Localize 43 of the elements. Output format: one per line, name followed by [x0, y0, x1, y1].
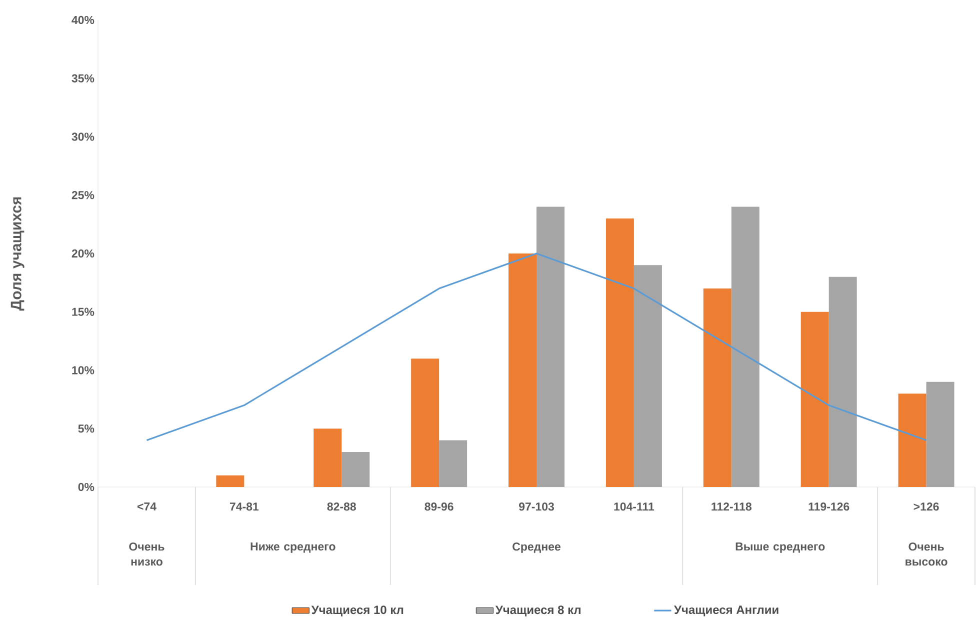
line-series: [146, 252, 928, 442]
x-tick-label: 104-111: [614, 502, 654, 511]
y-tick-label: 15%: [72, 308, 94, 316]
bar: [926, 382, 954, 487]
legend-label: Учащиеся Англии: [674, 606, 778, 616]
bar: [634, 265, 662, 487]
bar: [731, 206, 760, 487]
x-tick-label: 97-103: [518, 502, 554, 511]
text: Ниже среднего: [250, 542, 336, 553]
y-tick-label: 35%: [72, 74, 94, 82]
y-tick-label: 25%: [72, 191, 94, 200]
bar: [314, 428, 342, 487]
text: Среднее: [512, 542, 560, 553]
y-tick-label: 0%: [78, 482, 94, 492]
bar: [411, 358, 440, 487]
y-tick-label: 40%: [72, 16, 94, 24]
x-tick-label: >126: [914, 502, 939, 511]
legend-label: Учащиеся 10 кл: [311, 606, 404, 616]
x-tick-label: 74-81: [230, 502, 259, 511]
y-axis-title: Доля учащихся: [10, 197, 24, 311]
y-tick-label: 10%: [72, 366, 94, 374]
x-tick-label: 89-96: [424, 502, 454, 511]
y-tick-label: 30%: [72, 132, 94, 141]
bar: [703, 288, 732, 487]
bar: [828, 276, 857, 487]
bar: [606, 218, 634, 487]
bar: [508, 253, 537, 487]
x-tick-label: 82-88: [327, 502, 356, 511]
bar: [536, 206, 565, 487]
bar: [439, 440, 468, 487]
bar: [898, 394, 926, 487]
text: Очень низко: [129, 542, 164, 566]
y-tick-label: 20%: [72, 249, 94, 258]
text: Очень высоко: [906, 542, 948, 566]
bar: [216, 475, 244, 487]
bar: [342, 452, 370, 487]
y-tick-label: 5%: [78, 424, 94, 433]
x-tick-label: <74: [137, 502, 156, 510]
bar: [800, 312, 829, 487]
x-tick-label: 112-118: [712, 502, 752, 511]
text: Выше среднего: [736, 542, 825, 553]
legend-label: Учащиеся 8 кл: [495, 606, 580, 616]
x-tick-label: 119-126: [808, 502, 850, 511]
